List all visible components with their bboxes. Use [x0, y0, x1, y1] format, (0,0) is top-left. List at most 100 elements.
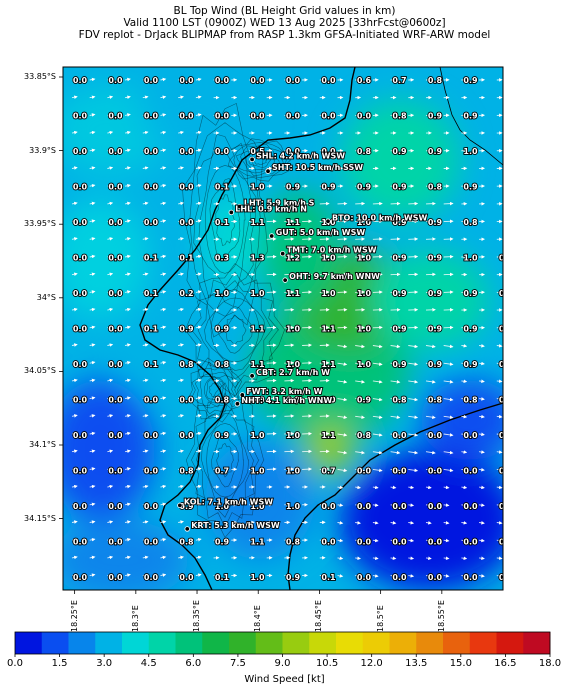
colorbar: [14, 631, 551, 657]
title-line-3: FDV replot - DrJack BLIPMAP from RASP 1.…: [78, 29, 491, 41]
wind-arrow: [89, 343, 96, 347]
wind-arrow: [71, 148, 78, 153]
wind-arrow: [107, 325, 114, 330]
grid-value: 0.0: [73, 360, 88, 369]
wind-arrow: [89, 555, 96, 560]
station-label: SHL: 4.2 km/h WSW: [256, 151, 345, 160]
wind-arrow: [89, 148, 96, 153]
contour-line: [191, 361, 239, 419]
wind-arrow: [107, 414, 114, 418]
wind-arrow: [178, 130, 184, 135]
wind-arrow: [71, 502, 78, 507]
wind-arrow: [178, 396, 184, 400]
wind-arrow: [372, 538, 379, 543]
wind-arrow: [142, 502, 149, 507]
wind-arrow: [425, 485, 432, 490]
wind-arrow: [355, 362, 365, 366]
wind-arrow: [89, 95, 96, 100]
grid-value: 0.0: [144, 76, 159, 85]
wind-arrow: [125, 290, 131, 294]
wind-arrow: [89, 449, 96, 454]
station-label: KRT: 5.3 km/h WSW: [191, 521, 280, 530]
colorbar-segment: [148, 632, 176, 654]
wind-arrow: [160, 113, 167, 117]
wind-arrow: [89, 360, 96, 365]
station-marker: [249, 156, 255, 163]
contour-line: [201, 412, 250, 508]
wind-arrow: [355, 415, 365, 419]
wind-arrow: [479, 467, 485, 472]
wind-arrow: [443, 362, 454, 366]
grid-value: 0.1: [144, 360, 159, 369]
lat-label: 33.85°S: [24, 72, 56, 81]
wind-arrow: [160, 219, 167, 223]
grid-value: 0.9: [428, 325, 443, 334]
wind-arrow: [89, 573, 96, 577]
wind-arrow: [125, 449, 131, 454]
wind-arrow: [71, 290, 78, 294]
wind-arrow: [142, 290, 149, 294]
grid-value: 0.9: [392, 289, 407, 298]
wind-arrow: [195, 449, 202, 454]
wind-arrow: [142, 520, 149, 524]
wind-arrow: [71, 396, 78, 400]
grid-value: 0.0: [499, 396, 514, 405]
wind-arrow: [195, 325, 202, 330]
grid-value: 0.0: [73, 502, 88, 511]
wind-arrow: [355, 380, 365, 384]
wind-arrow: [372, 344, 383, 349]
wind-arrow: [89, 183, 96, 188]
grid-value: 1.0: [215, 502, 230, 511]
grid-value: 0.5: [250, 147, 265, 156]
grid-value: 0.0: [179, 218, 194, 227]
station-label: LHT: 5.9 km/h S: [244, 199, 315, 208]
wind-arrow: [71, 360, 78, 365]
wind-arrow: [71, 467, 78, 471]
grid-value: 0.9: [499, 325, 514, 334]
wind-arrow: [89, 254, 96, 259]
wind-arrow: [195, 414, 202, 418]
wind-arrow: [496, 467, 503, 472]
wind-arrow: [160, 502, 167, 507]
wind-arrow: [125, 219, 131, 223]
wind-arrow: [390, 433, 401, 437]
wind-arrow: [89, 414, 96, 418]
wind-arrow: [125, 325, 131, 330]
wind-arrow: [89, 166, 96, 170]
wind-arrow: [160, 343, 167, 347]
lat-label: 34.05°S: [24, 366, 56, 376]
grid-value: 0.0: [179, 76, 194, 85]
wind-arrow: [107, 166, 114, 170]
wind-arrow: [496, 414, 503, 419]
bl-height-grid: 0.0 0.0 0.0 0.0 0.0 0.0 0.0 0.0 0.6 0.7 0.8 0.9 0.0 0…: [72, 75, 514, 583]
grid-value: 0.0: [357, 538, 372, 547]
wind-arrow: [125, 573, 131, 577]
wind-arrow: [355, 503, 361, 507]
grid-value: 1.1: [250, 538, 265, 547]
wind-arrow: [372, 380, 383, 384]
grid-value: 0.9: [428, 147, 443, 156]
wind-arrow: [195, 272, 202, 277]
grid-value: 0.8: [286, 538, 301, 547]
coastline: [139, 67, 356, 590]
grid-value: 0.0: [179, 431, 194, 440]
wind-arrow: [408, 344, 419, 349]
grid-value: 0.0: [73, 76, 88, 85]
wind-arrow: [195, 183, 202, 188]
grid-value: 0.7: [215, 467, 229, 476]
wind-arrow: [195, 555, 202, 560]
grid-value: 0.9: [392, 254, 407, 263]
wind-arrow: [479, 432, 485, 437]
colorbar-segment: [68, 632, 96, 654]
wind-arrow: [443, 574, 450, 578]
grid-value: 1.2: [286, 254, 300, 263]
wind-arrow: [178, 290, 184, 294]
wind-arrow: [71, 343, 78, 347]
wind-arrow: [355, 433, 365, 437]
wind-arrow: [160, 307, 167, 312]
wind-arrow: [496, 450, 503, 454]
colorbar-tick-label: 7.5: [229, 658, 246, 669]
wind-arrow: [425, 450, 436, 455]
wind-arrow: [425, 380, 436, 384]
wind-arrow: [107, 113, 114, 117]
